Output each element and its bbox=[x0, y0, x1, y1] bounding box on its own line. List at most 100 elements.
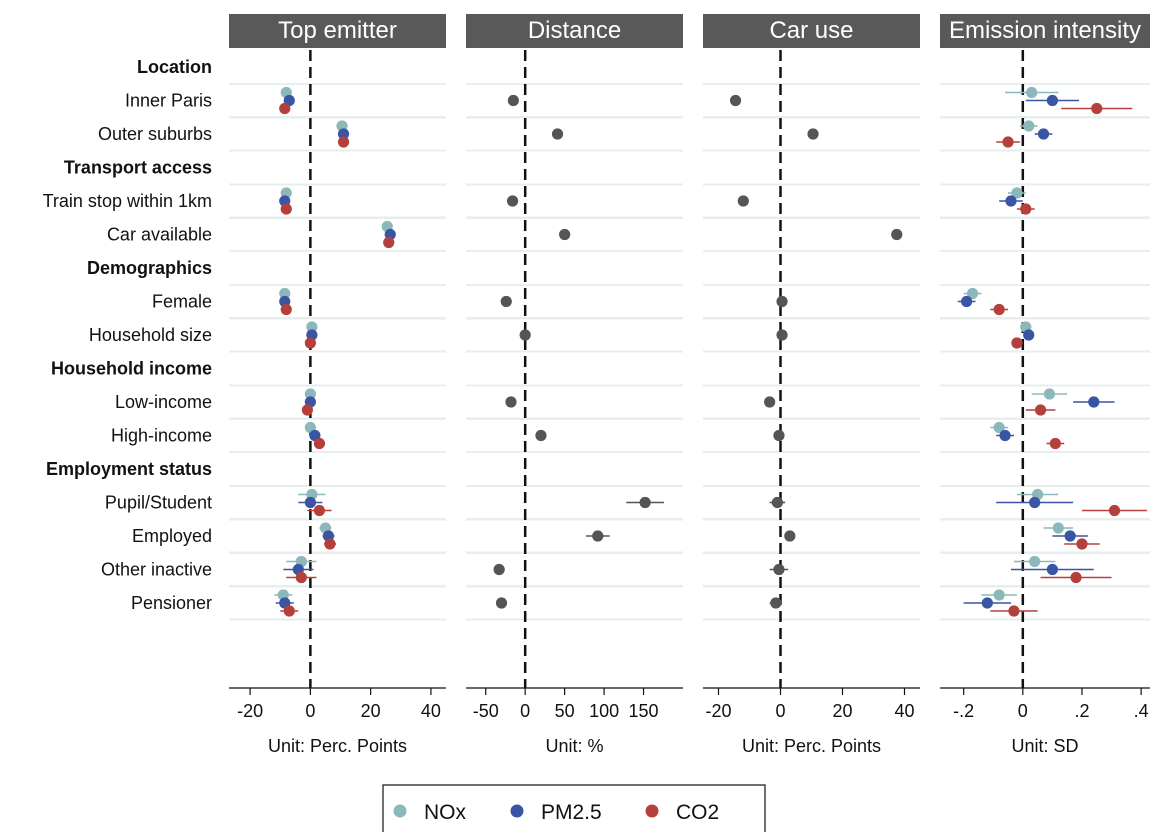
point-top-emitter-other-inactive-co2 bbox=[295, 571, 307, 584]
point-top-emitter-train-stop-within-1km-co2 bbox=[280, 203, 292, 215]
point-distance-inner-paris-all bbox=[507, 94, 519, 107]
point-distance-train-stop-within-1km-all bbox=[506, 195, 519, 207]
point-top-emitter-pupil-student-pm2-5 bbox=[304, 496, 316, 509]
point-emission-intensity-high-income-nox bbox=[993, 421, 1005, 434]
legend: NOx PM2.5 CO2 bbox=[382, 784, 766, 832]
point-emission-intensity-low-income-pm2-5 bbox=[1088, 396, 1100, 408]
point-emission-intensity-high-income-co2 bbox=[1049, 437, 1061, 450]
point-car-use-high-income-all bbox=[773, 429, 785, 442]
x-tick-label-distance-0: -50 bbox=[473, 701, 499, 721]
panels: Top emitter -20 0 20 40 Unit: Perc. Points Dis… bbox=[229, 14, 1150, 756]
point-emission-intensity-train-stop-within-1km-co2 bbox=[1020, 203, 1032, 215]
row-label-pupil-student: Pupil/Student bbox=[105, 493, 212, 513]
point-emission-intensity-low-income-nox bbox=[1043, 388, 1056, 400]
point-car-use-household-size-all bbox=[776, 329, 788, 341]
point-emission-intensity-train-stop-within-1km-pm2-5 bbox=[1005, 195, 1017, 207]
point-top-emitter-low-income-co2 bbox=[301, 404, 313, 416]
group-label-employment-status: Employment status bbox=[46, 459, 212, 479]
legend-label-nox: NOx bbox=[424, 801, 467, 824]
point-emission-intensity-train-stop-within-1km-nox bbox=[1011, 187, 1023, 199]
legend-label-pm2-5: PM2.5 bbox=[541, 801, 602, 824]
point-emission-intensity-low-income-co2 bbox=[1034, 404, 1047, 416]
point-distance-household-size-all bbox=[519, 329, 531, 341]
panel-title-car-use: Car use bbox=[769, 17, 853, 44]
point-distance-outer-suburbs-all bbox=[551, 128, 564, 140]
x-tick-label-emission-intensity-1: 0 bbox=[1018, 701, 1028, 721]
panel-car-use: Car use -20 0 20 40 Unit: Perc. Points bbox=[703, 14, 920, 756]
point-top-emitter-pensioner-co2 bbox=[283, 605, 295, 617]
point-car-use-pupil-student-all bbox=[771, 496, 784, 509]
point-top-emitter-employed-co2 bbox=[324, 538, 336, 550]
point-emission-intensity-household-size-co2 bbox=[1011, 337, 1023, 349]
x-tick-label-distance-3: 100 bbox=[589, 701, 619, 721]
group-label-location: Location bbox=[137, 57, 212, 77]
point-top-emitter-female-nox bbox=[279, 287, 291, 300]
point-emission-intensity-other-inactive-nox bbox=[1029, 555, 1041, 568]
point-top-emitter-household-size-co2 bbox=[304, 337, 316, 349]
point-car-use-other-inactive-all bbox=[773, 563, 785, 576]
point-distance-high-income-all bbox=[535, 429, 547, 442]
point-car-use-inner-paris-all bbox=[729, 94, 742, 107]
point-distance-pensioner-all bbox=[495, 597, 508, 609]
point-emission-intensity-pupil-student-co2 bbox=[1108, 504, 1121, 517]
legend-label-co2: CO2 bbox=[676, 801, 719, 824]
point-emission-intensity-inner-paris-nox bbox=[1026, 86, 1038, 99]
row-label-household-size: Household size bbox=[89, 325, 212, 345]
point-top-emitter-outer-suburbs-pm2-5 bbox=[337, 128, 350, 140]
point-top-emitter-household-size-nox bbox=[306, 321, 318, 333]
x-tick-label-top-emitter-0: -20 bbox=[237, 701, 263, 721]
point-top-emitter-female-co2 bbox=[280, 303, 292, 316]
group-label-household-income: Household income bbox=[51, 359, 212, 379]
panel-header-car-use bbox=[703, 14, 920, 48]
point-emission-intensity-employed-pm2-5 bbox=[1064, 530, 1076, 542]
panel-header-distance bbox=[466, 14, 683, 48]
point-emission-intensity-female-nox bbox=[966, 287, 979, 300]
point-top-emitter-high-income-co2 bbox=[313, 437, 326, 450]
row-label-outer-suburbs: Outer suburbs bbox=[98, 124, 212, 144]
point-car-use-employed-all bbox=[784, 530, 796, 542]
panel-distance: Distance -50 0 50 100 150 Unit: % bbox=[466, 14, 683, 756]
point-emission-intensity-inner-paris-pm2-5 bbox=[1046, 94, 1058, 107]
row-label-employed: Employed bbox=[132, 526, 212, 546]
point-top-emitter-outer-suburbs-co2 bbox=[337, 136, 350, 148]
row-label-high-income: High-income bbox=[111, 426, 212, 446]
unit-label-car-use: Unit: Perc. Points bbox=[742, 736, 881, 756]
x-tick-label-top-emitter-1: 0 bbox=[305, 701, 315, 721]
legend-marker-pm2-5 bbox=[510, 804, 524, 818]
unit-label-distance: Unit: % bbox=[545, 736, 603, 756]
point-car-use-pensioner-all bbox=[770, 597, 782, 609]
legend-marker-nox bbox=[393, 804, 407, 818]
legend-box bbox=[382, 784, 766, 832]
point-top-emitter-pupil-student-co2 bbox=[313, 504, 326, 517]
point-emission-intensity-other-inactive-co2 bbox=[1070, 571, 1082, 584]
point-top-emitter-inner-paris-co2 bbox=[279, 102, 291, 115]
point-emission-intensity-employed-co2 bbox=[1076, 538, 1088, 550]
panel-title-emission-intensity: Emission intensity bbox=[949, 17, 1141, 44]
x-tick-label-car-use-3: 40 bbox=[894, 701, 914, 721]
point-emission-intensity-female-co2 bbox=[993, 303, 1005, 316]
legend-marker-co2 bbox=[645, 804, 659, 818]
point-emission-intensity-high-income-pm2-5 bbox=[999, 429, 1011, 442]
x-tick-label-distance-4: 150 bbox=[629, 701, 659, 721]
panel-title-distance: Distance bbox=[528, 17, 621, 44]
point-top-emitter-low-income-nox bbox=[304, 388, 316, 400]
x-tick-label-top-emitter-3: 40 bbox=[421, 701, 441, 721]
row-label-train-stop-within-1km: Train stop within 1km bbox=[43, 191, 212, 211]
point-emission-intensity-pupil-student-pm2-5 bbox=[1029, 496, 1041, 509]
point-distance-female-all bbox=[500, 295, 512, 308]
panel-title-top-emitter: Top emitter bbox=[278, 17, 397, 44]
point-car-use-low-income-all bbox=[764, 396, 776, 408]
point-emission-intensity-inner-paris-co2 bbox=[1091, 102, 1103, 115]
row-labels: Location Inner Paris Outer suburbs Transpor… bbox=[43, 57, 212, 613]
x-tick-label-top-emitter-2: 20 bbox=[361, 701, 381, 721]
point-distance-employed-all bbox=[592, 530, 604, 542]
point-car-use-car-available-all bbox=[891, 228, 903, 241]
x-tick-label-distance-2: 50 bbox=[555, 701, 575, 721]
x-tick-label-car-use-2: 20 bbox=[832, 701, 852, 721]
point-top-emitter-car-available-co2 bbox=[383, 236, 395, 249]
unit-label-emission-intensity: Unit: SD bbox=[1011, 736, 1078, 756]
point-emission-intensity-outer-suburbs-pm2-5 bbox=[1037, 128, 1050, 140]
row-label-other-inactive: Other inactive bbox=[101, 560, 212, 580]
point-emission-intensity-outer-suburbs-nox bbox=[1023, 120, 1035, 132]
